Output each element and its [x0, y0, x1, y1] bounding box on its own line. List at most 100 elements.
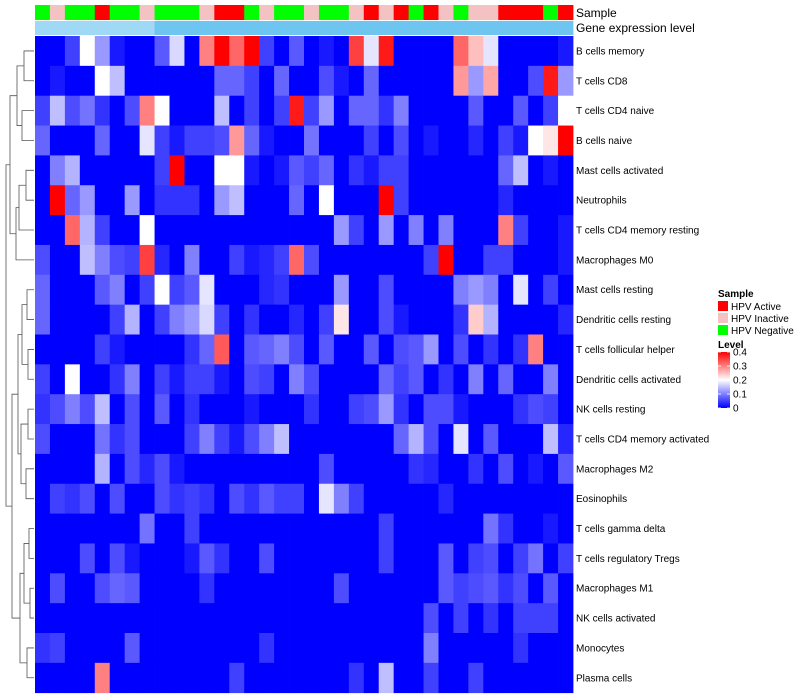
heatmap-cell [468, 633, 484, 664]
gene-annotation-cell [438, 21, 454, 35]
heatmap-cell [124, 125, 141, 156]
heatmap-cell [169, 453, 185, 485]
heatmap-cell [498, 244, 514, 276]
heatmap-cell [438, 603, 454, 634]
heatmap-cell [393, 215, 410, 246]
heatmap-cell [109, 65, 126, 97]
heatmap-cells [35, 36, 574, 694]
heatmap-cell [64, 95, 81, 126]
heatmap-cell [453, 274, 469, 306]
heatmap-cell [363, 453, 380, 485]
gene-annotation-cell [199, 21, 215, 35]
heatmap-cell [348, 513, 365, 544]
heatmap-cell [558, 573, 574, 604]
heatmap-cell [244, 483, 260, 514]
heatmap-cell [79, 394, 96, 425]
heatmap-cell [348, 215, 365, 246]
heatmap-cell [139, 155, 155, 186]
heatmap-cell [244, 573, 260, 604]
heatmap-cell [49, 215, 66, 246]
heatmap-cell [79, 453, 96, 485]
heatmap-cell [423, 453, 439, 485]
sample-annotation-cell [124, 5, 141, 20]
gene-annotation-cell [558, 21, 574, 35]
heatmap-cell [109, 424, 126, 455]
heatmap-cell [109, 185, 126, 216]
gene-annotation-cell [468, 21, 484, 35]
heatmap-cell [274, 364, 290, 395]
heatmap-cell [259, 125, 275, 156]
dendrogram-link [19, 572, 27, 664]
heatmap-cell [244, 65, 260, 97]
heatmap-cell [363, 95, 380, 126]
heatmap-cell [199, 185, 215, 216]
heatmap-cell [154, 155, 170, 186]
heatmap-cell [184, 573, 200, 604]
heatmap-cell [378, 603, 395, 634]
heatmap-cell [558, 662, 574, 694]
heatmap-cell [214, 662, 230, 694]
heatmap-cell [184, 394, 200, 425]
heatmap-cell [438, 155, 454, 186]
heatmap-cell [49, 573, 66, 604]
heatmap-cell [289, 424, 305, 455]
heatmap-cell [513, 185, 529, 216]
heatmap-cell [139, 304, 155, 335]
heatmap-cell [289, 274, 305, 306]
heatmap-cell [79, 185, 96, 216]
heatmap-cell [79, 543, 96, 574]
heatmap-cell [139, 36, 155, 67]
heatmap-cell [79, 662, 96, 694]
sample-annotation-cell [513, 5, 529, 20]
heatmap-cell [244, 424, 260, 455]
heatmap-cell [79, 155, 96, 186]
heatmap-cell [274, 274, 290, 306]
heatmap-cell [289, 453, 305, 485]
heatmap-cell [154, 394, 170, 425]
heatmap-cell [438, 424, 454, 455]
heatmap-cell [184, 334, 200, 365]
heatmap-cell [468, 662, 484, 694]
heatmap-cell [124, 155, 141, 186]
heatmap-cell [169, 513, 185, 544]
heatmap-cell [49, 334, 66, 365]
heatmap-cell [543, 125, 559, 156]
heatmap-cell [528, 483, 544, 514]
heatmap-cell [274, 155, 290, 186]
heatmap-cell [169, 155, 185, 186]
heatmap-cell [244, 394, 260, 425]
heatmap-cell [468, 304, 484, 335]
gene-annotation-cell [408, 21, 424, 35]
heatmap-cell [154, 125, 170, 156]
heatmap-cell [199, 573, 215, 604]
heatmap-cell [229, 95, 245, 126]
heatmap-cell [64, 573, 81, 604]
heatmap-cell [94, 662, 111, 694]
heatmap-cell [229, 633, 245, 664]
heatmap-cell [393, 424, 410, 455]
sample-annotation-cell [154, 5, 170, 20]
heatmap-cell [528, 394, 544, 425]
heatmap-cell [274, 185, 290, 216]
heatmap-cell [64, 65, 81, 97]
sample-annotation-cell [543, 5, 559, 20]
gene-annotation-cell [543, 21, 559, 35]
heatmap-cell [498, 274, 514, 306]
gene-annotation-cell [49, 21, 66, 35]
heatmap-cell [333, 633, 350, 664]
row-label: Dendritic cells resting [576, 315, 671, 326]
heatmap-cell [35, 244, 51, 276]
heatmap-cell [94, 244, 111, 276]
heatmap-cell [184, 603, 200, 634]
heatmap-cell [483, 453, 499, 485]
legend-tick-label: 0.1 [733, 390, 747, 401]
heatmap-cell [49, 185, 66, 216]
heatmap-cell [438, 125, 454, 156]
heatmap-cell [49, 394, 66, 425]
heatmap-cell [318, 424, 335, 455]
heatmap-cell [333, 573, 350, 604]
heatmap-cell [64, 215, 81, 246]
heatmap-cell [378, 394, 395, 425]
heatmap-cell [274, 633, 290, 664]
